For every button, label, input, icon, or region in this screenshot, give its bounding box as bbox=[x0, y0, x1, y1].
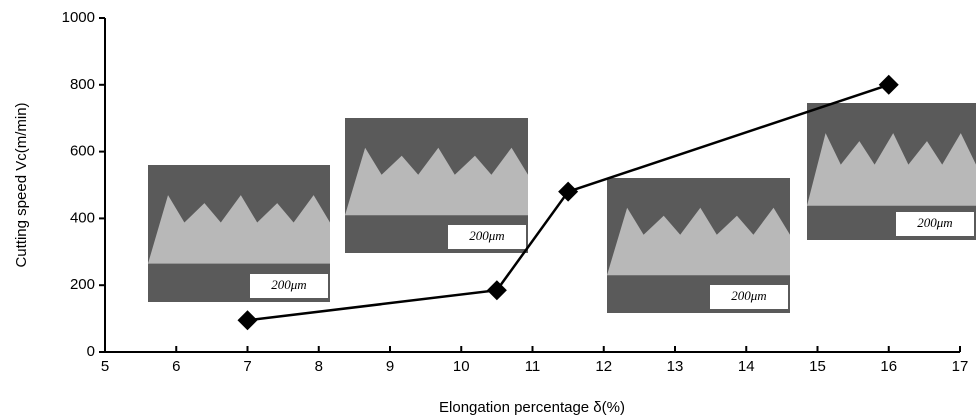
data-point bbox=[558, 181, 579, 202]
y-tick-label: 400 bbox=[70, 209, 95, 226]
y-tick-label: 200 bbox=[70, 276, 95, 293]
scale-label: 200μm bbox=[731, 288, 766, 303]
y-tick-label: 0 bbox=[87, 343, 95, 360]
micrograph-teeth bbox=[345, 147, 528, 216]
x-tick-label: 5 bbox=[101, 358, 109, 375]
y-tick-label: 1000 bbox=[62, 9, 95, 26]
x-tick-label: 9 bbox=[386, 358, 394, 375]
x-tick-label: 6 bbox=[172, 358, 180, 375]
x-tick-label: 15 bbox=[809, 358, 826, 375]
scale-label: 200μm bbox=[271, 277, 306, 292]
scale-box bbox=[448, 225, 526, 249]
micrograph-teeth bbox=[807, 133, 976, 206]
scale-box bbox=[896, 212, 974, 236]
x-tick-label: 10 bbox=[453, 358, 470, 375]
x-tick-label: 11 bbox=[525, 358, 541, 375]
scale-box bbox=[710, 285, 788, 309]
micrograph-teeth bbox=[148, 195, 330, 264]
scale-label: 200μm bbox=[469, 228, 504, 243]
data-line bbox=[247, 83, 890, 322]
x-tick-label: 14 bbox=[738, 358, 755, 375]
scale-label: 200μm bbox=[917, 215, 952, 230]
y-tick-label: 800 bbox=[70, 76, 95, 93]
micrograph: 200μm bbox=[807, 103, 976, 240]
y-tick-label: 600 bbox=[70, 143, 95, 160]
scale-box bbox=[250, 274, 328, 298]
y-axis-label: Cutting speed Vc(m/min) bbox=[13, 102, 30, 267]
data-point bbox=[486, 280, 507, 301]
x-tick-label: 8 bbox=[315, 358, 323, 375]
micrograph: 200μm bbox=[345, 118, 528, 253]
x-axis-label: Elongation percentage δ(%) bbox=[439, 399, 625, 416]
x-tick-label: 12 bbox=[595, 358, 612, 375]
micrograph-teeth bbox=[607, 207, 790, 276]
micrograph: 200μm bbox=[148, 165, 330, 302]
data-point bbox=[237, 310, 258, 331]
x-tick-label: 13 bbox=[667, 358, 684, 375]
micrograph: 200μm bbox=[607, 178, 790, 313]
x-tick-label: 7 bbox=[243, 358, 251, 375]
data-point bbox=[878, 74, 899, 95]
x-tick-label: 16 bbox=[880, 358, 897, 375]
x-tick-label: 17 bbox=[952, 358, 969, 375]
